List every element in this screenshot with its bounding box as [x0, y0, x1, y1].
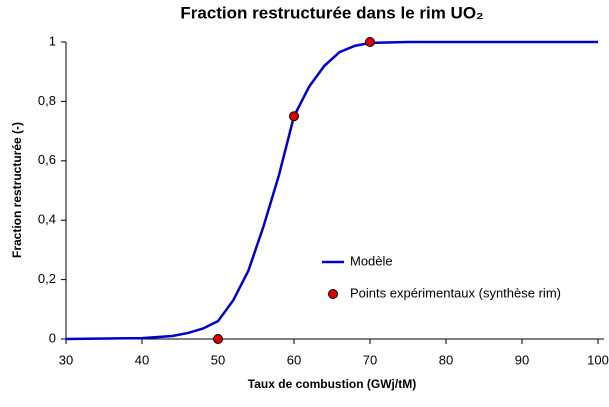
y-tick-label: 1 [49, 33, 56, 48]
chart-title: Fraction restructurée dans le rim UO₂ [180, 3, 483, 22]
x-tick-label: 50 [211, 352, 225, 367]
data-point [365, 37, 375, 47]
y-tick-label: 0 [49, 330, 56, 345]
legend-swatch [328, 289, 338, 299]
y-tick-label: 0,2 [38, 271, 56, 286]
y-tick-label: 0,4 [38, 212, 56, 227]
y-tick-label: 0,6 [38, 152, 56, 167]
x-tick-label: 70 [363, 352, 377, 367]
x-axis-label: Taux de combustion (GWj/tM) [248, 377, 416, 391]
x-tick-label: 60 [287, 352, 301, 367]
y-tick-label: 0,8 [38, 93, 56, 108]
x-tick-label: 90 [515, 352, 529, 367]
legend-label: Modèle [350, 253, 393, 268]
x-tick-label: 80 [439, 352, 453, 367]
y-axis-label: Fraction restructurée (-) [10, 122, 24, 258]
data-point [213, 334, 223, 344]
legend-label: Points expérimentaux (synthèse rim) [350, 285, 561, 300]
x-tick-label: 100 [587, 352, 609, 367]
x-tick-label: 30 [59, 352, 73, 367]
x-tick-label: 40 [135, 352, 149, 367]
data-point [289, 111, 299, 122]
